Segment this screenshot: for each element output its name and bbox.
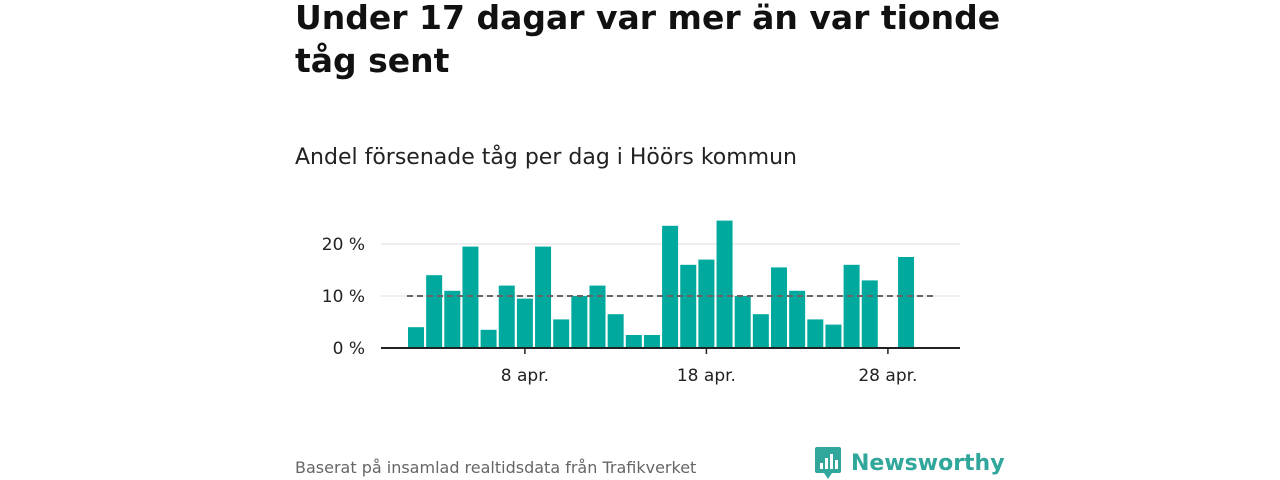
bar — [789, 290, 806, 348]
x-tick-label: 28 apr. — [858, 366, 917, 386]
bar — [553, 319, 570, 348]
newsworthy-bar-chart-logo-icon — [815, 447, 841, 479]
bar — [408, 327, 424, 348]
bar — [516, 298, 533, 348]
bar — [571, 296, 588, 348]
bar-chart: 0 % 10 % 20 % 8 apr. 18 apr. 28 apr. — [322, 220, 960, 386]
newsworthy-logo[interactable]: Newsworthy — [814, 446, 1005, 480]
bar — [861, 280, 878, 348]
bar — [426, 275, 443, 348]
bar — [771, 267, 787, 348]
chart-subtitle: Andel försenade tåg per dag i Höörs komm… — [295, 145, 798, 170]
bar — [734, 296, 751, 348]
bar — [535, 246, 552, 348]
x-tick-label: 8 apr. — [501, 366, 549, 386]
x-tick-label: 18 apr. — [677, 366, 736, 386]
bar — [625, 335, 642, 348]
bar — [807, 319, 824, 348]
bar — [752, 314, 769, 348]
source-note: Baserat på insamlad realtidsdata från Tr… — [295, 458, 697, 477]
y-tick-label: 0 % — [333, 339, 365, 359]
bar — [716, 220, 733, 348]
bar — [662, 225, 679, 348]
bar — [444, 290, 461, 348]
y-tick-label: 20 % — [322, 235, 365, 255]
bar — [607, 314, 624, 348]
bar — [462, 246, 479, 348]
bar — [480, 329, 497, 348]
bar — [589, 285, 606, 348]
brand-name: Newsworthy — [851, 450, 1005, 476]
bar — [680, 264, 697, 348]
bar — [898, 257, 915, 348]
bar — [643, 335, 660, 348]
chart-headline: Under 17 dagar var mer än var tionde tåg… — [295, 0, 1001, 80]
bar — [843, 264, 860, 348]
bar — [498, 285, 515, 348]
bar — [825, 324, 842, 348]
bar — [698, 259, 715, 348]
y-tick-label: 10 % — [322, 287, 365, 307]
